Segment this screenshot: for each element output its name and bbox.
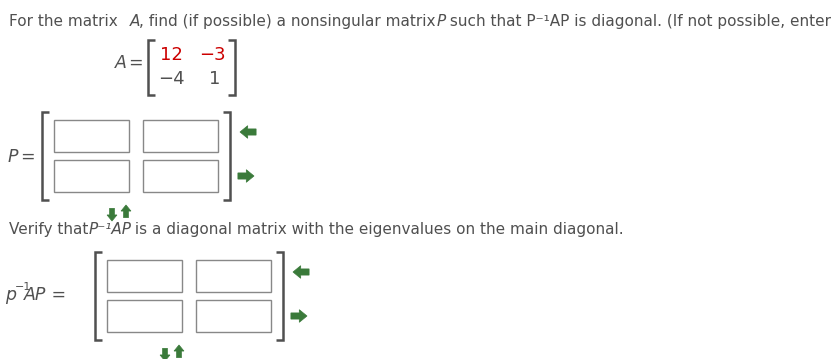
Bar [143, 160, 218, 192]
Bar [143, 120, 218, 152]
Polygon shape [240, 126, 256, 138]
Text: A: A [130, 14, 140, 29]
Bar [196, 300, 271, 332]
Bar [196, 260, 271, 292]
Text: =: = [20, 148, 35, 166]
Text: such that P⁻¹AP is diagonal. (If not possible, enter IMPOSSIBLE.): such that P⁻¹AP is diagonal. (If not pos… [445, 14, 831, 29]
Text: p: p [5, 286, 16, 304]
Text: , find (if possible) a nonsingular matrix: , find (if possible) a nonsingular matri… [139, 14, 440, 29]
Text: 1: 1 [209, 70, 220, 88]
Text: =: = [46, 286, 66, 304]
Bar [54, 160, 129, 192]
Bar [107, 300, 182, 332]
Text: Verify that: Verify that [9, 222, 93, 237]
Text: For the matrix: For the matrix [9, 14, 123, 29]
Text: −1: −1 [15, 282, 32, 292]
Text: 12: 12 [160, 46, 183, 64]
Text: A: A [115, 54, 127, 72]
Bar [107, 260, 182, 292]
Text: =: = [128, 54, 143, 72]
Text: is a diagonal matrix with the eigenvalues on the main diagonal.: is a diagonal matrix with the eigenvalue… [130, 222, 623, 237]
Polygon shape [160, 348, 170, 359]
Polygon shape [291, 310, 307, 322]
Text: AP: AP [24, 286, 47, 304]
Polygon shape [238, 170, 254, 182]
Polygon shape [121, 205, 131, 218]
Text: P⁻¹AP: P⁻¹AP [89, 222, 132, 237]
Text: P: P [8, 148, 18, 166]
Text: −4: −4 [158, 70, 184, 88]
Polygon shape [174, 345, 184, 358]
Polygon shape [293, 266, 309, 278]
Text: P: P [437, 14, 446, 29]
Text: −3: −3 [199, 46, 226, 64]
Polygon shape [107, 208, 117, 221]
Bar [54, 120, 129, 152]
